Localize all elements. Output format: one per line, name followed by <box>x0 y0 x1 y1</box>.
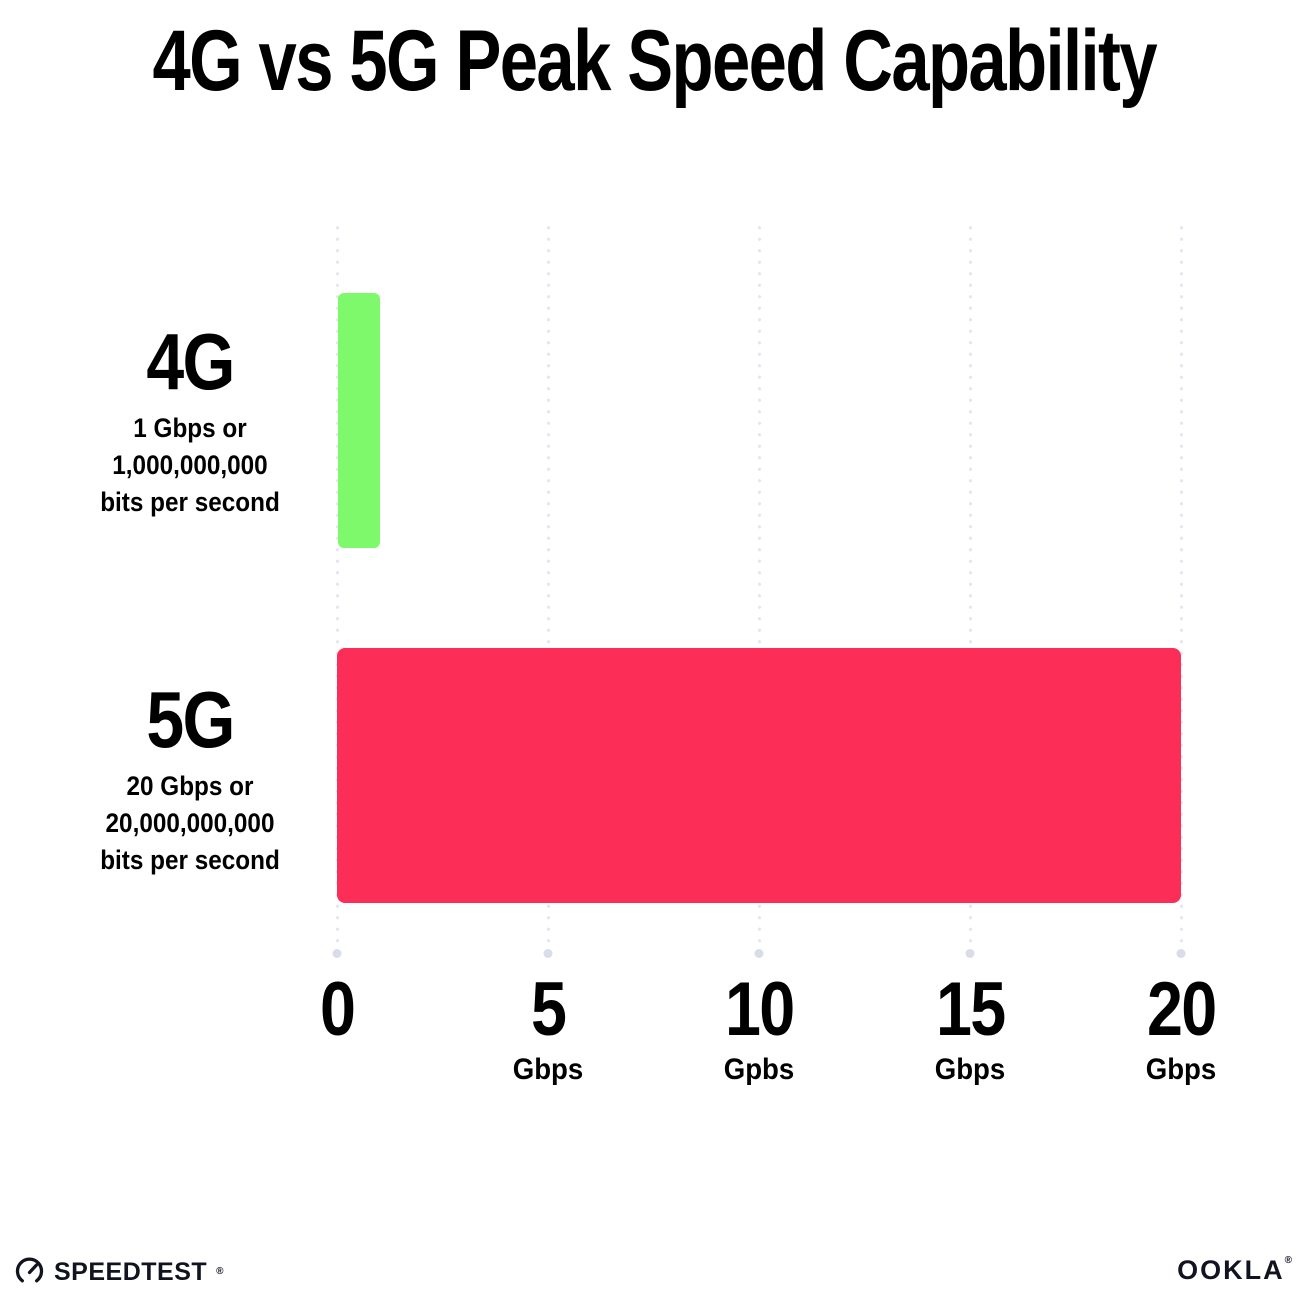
row-label-4g: 4G 1 Gbps or 1,000,000,000 bits per seco… <box>40 322 340 521</box>
speedtest-trademark: ® <box>216 1265 224 1277</box>
x-tick-0: 0 <box>227 967 447 1054</box>
x-tick-20: 20 Gbps <box>1071 967 1291 1086</box>
tick-unit: Gbps <box>512 1053 584 1086</box>
chart-title-wrap: 4G vs 5G Peak Speed Capability <box>0 18 1308 104</box>
gridline-0 <box>335 222 339 949</box>
gridline-5 <box>546 222 550 949</box>
chart-title: 4G vs 5G Peak Speed Capability <box>152 13 1157 109</box>
row-label-5g: 5G 20 Gbps or 20,000,000,000 bits per se… <box>40 680 340 879</box>
x-tick-5: 5 Gbps <box>438 967 658 1086</box>
tick-unit: Gbps <box>1145 1053 1217 1086</box>
speedtest-wordmark: SPEEDTEST <box>54 1257 208 1286</box>
row-sub-line: 1,000,000,000 <box>112 450 268 480</box>
tick-number: 10 <box>724 967 795 1052</box>
ookla-trademark: ® <box>1284 1255 1292 1266</box>
row-sub-line: 1 Gbps or <box>133 413 247 443</box>
ookla-logo: OOKLA ® <box>1177 1254 1292 1286</box>
row-sub-line: bits per second <box>100 487 280 517</box>
row-sub-line: 20,000,000,000 <box>105 808 275 838</box>
tick-unit: Gpbs <box>723 1053 795 1086</box>
row-sublabel-5g: 20 Gbps or 20,000,000,000 bits per secon… <box>55 768 325 879</box>
x-tick-10: 10 Gpbs <box>649 967 869 1086</box>
gridline-20 <box>1179 222 1183 949</box>
row-sub-line: 20 Gbps or <box>126 771 254 801</box>
row-sub-line: bits per second <box>100 845 280 875</box>
tick-number: 0 <box>319 967 356 1052</box>
tick-unit: Gbps <box>934 1053 1006 1086</box>
bar-5g <box>337 648 1181 903</box>
gauge-icon <box>14 1256 45 1287</box>
speedtest-logo: SPEEDTEST ® <box>14 1256 224 1287</box>
row-sublabel-4g: 1 Gbps or 1,000,000,000 bits per second <box>55 410 325 521</box>
gridline-10 <box>757 222 761 949</box>
row-name-5g: 5G <box>146 675 235 764</box>
ookla-wordmark: OOKLA <box>1177 1255 1285 1285</box>
gridline-15 <box>968 222 972 949</box>
tick-number: 20 <box>1146 967 1217 1052</box>
tick-number: 5 <box>530 967 567 1052</box>
bar-4g <box>338 293 381 548</box>
x-tick-15: 15 Gbps <box>860 967 1080 1086</box>
tick-number: 15 <box>935 967 1006 1052</box>
row-name-4g: 4G <box>146 317 235 406</box>
